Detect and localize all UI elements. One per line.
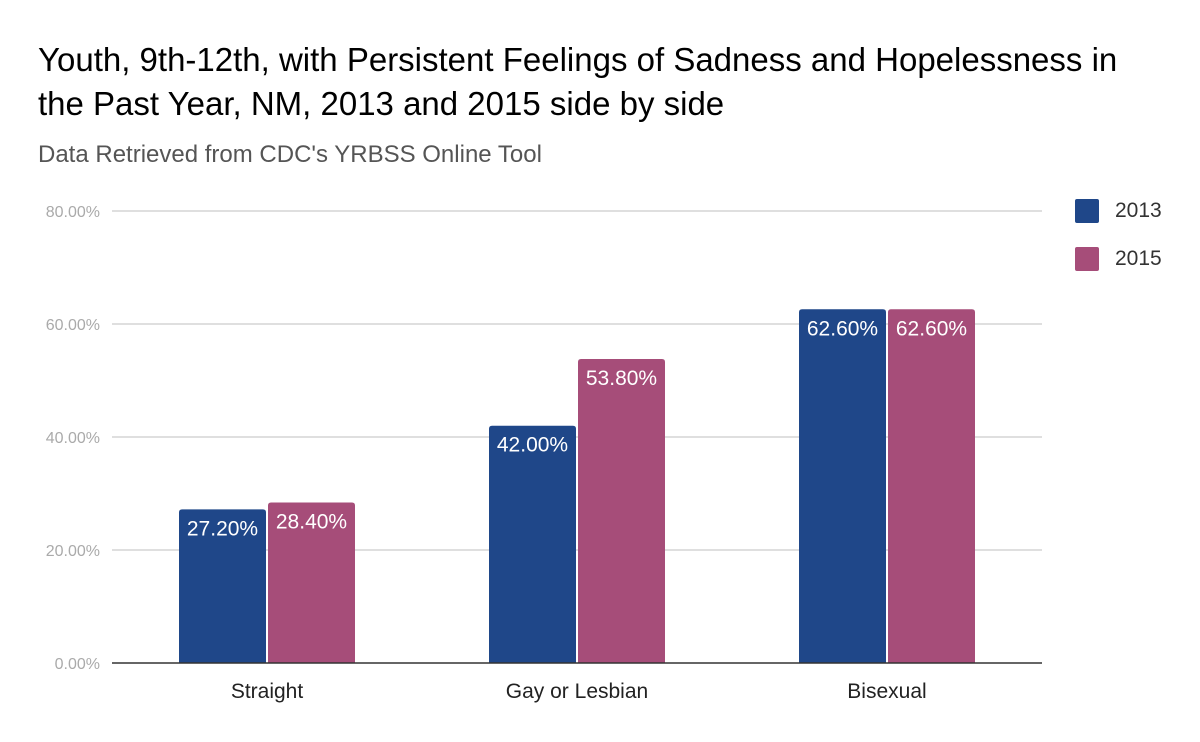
x-category-label: Straight <box>231 680 304 703</box>
data-label: 28.40% <box>276 511 347 534</box>
data-label: 53.80% <box>586 367 657 390</box>
x-category-label: Gay or Lesbian <box>506 680 648 703</box>
y-tick-label: 40.00% <box>46 430 100 447</box>
bars <box>179 309 975 663</box>
y-tick-label: 80.00% <box>46 204 100 221</box>
legend-item-series-0: 2013 <box>1075 198 1162 224</box>
chart-title: Youth, 9th-12th, with Persistent Feeling… <box>38 41 1118 122</box>
x-category-label: Bisexual <box>847 680 926 703</box>
data-label: 27.20% <box>187 517 258 540</box>
bar-2015-bisexual <box>888 309 975 663</box>
y-tick-label: 60.00% <box>46 317 100 334</box>
data-label: 42.00% <box>497 434 568 457</box>
data-labels: 27.20% 28.40% 42.00% 53.80% 62.60% 62.60% <box>187 317 967 540</box>
bar-2015-straight <box>268 502 355 663</box>
gridlines <box>112 210 1042 551</box>
legend-swatch-series-1 <box>1075 247 1099 271</box>
y-tick-label: 0.00% <box>55 656 100 673</box>
legend-label-series-0: 2013 <box>1115 199 1162 222</box>
x-axis-category-labels: Straight Gay or Lesbian Bisexual <box>231 680 927 703</box>
bar-2013-bisexual <box>799 309 886 663</box>
bar-2013-straight <box>179 509 266 663</box>
data-label: 62.60% <box>896 317 967 340</box>
bar-2013-gay-or-lesbian <box>489 425 576 663</box>
y-axis-tick-labels: 0.00% 20.00% 40.00% 60.00% 80.00% <box>46 204 100 673</box>
y-tick-label: 20.00% <box>46 543 100 560</box>
legend-swatch-series-0 <box>1075 199 1099 223</box>
chart-subtitle: Data Retrieved from CDC's YRBSS Online T… <box>38 141 542 168</box>
bar-2015-gay-or-lesbian <box>578 359 665 663</box>
legend: 2013 2015 <box>1075 198 1162 294</box>
data-label: 62.60% <box>807 317 878 340</box>
legend-item-series-1: 2015 <box>1075 246 1162 272</box>
legend-label-series-1: 2015 <box>1115 247 1162 270</box>
